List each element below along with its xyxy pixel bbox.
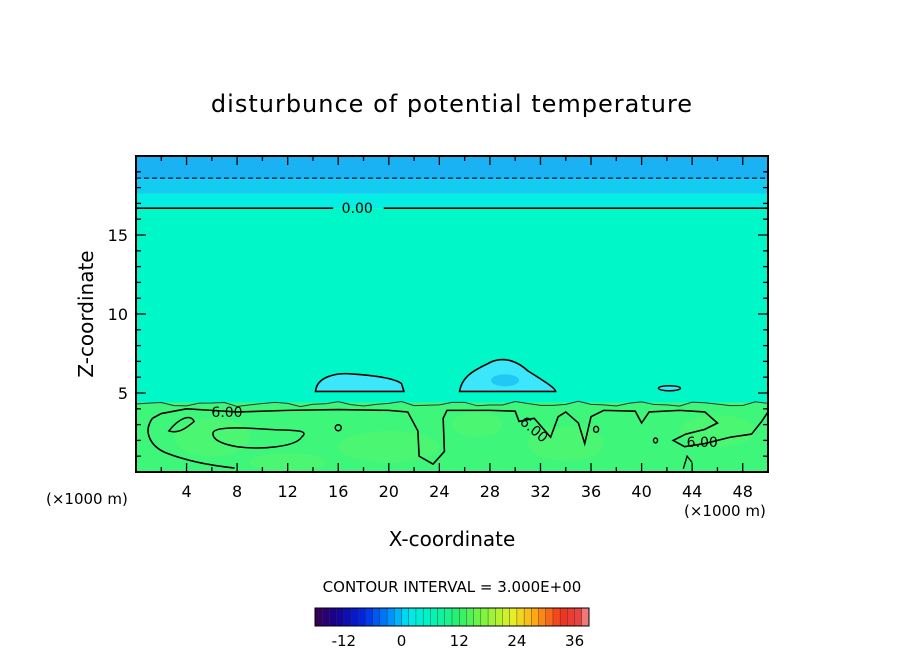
x-tick-label: 20 xyxy=(379,482,399,501)
contour-interval-text: CONTOUR INTERVAL = 3.000E+00 xyxy=(323,578,582,596)
contour-six xyxy=(652,437,659,444)
cold-blob xyxy=(657,385,682,392)
x-unit-left: (×1000 m) xyxy=(46,490,128,508)
field-band xyxy=(136,402,768,472)
colorbar-swatch xyxy=(372,607,381,627)
contour-six xyxy=(167,416,196,433)
contour-six xyxy=(334,424,342,432)
field-band xyxy=(136,179,768,194)
colorbar-swatch xyxy=(495,607,503,627)
chart-title: disturbunce of potential temperature xyxy=(211,90,693,118)
colorbar-swatch xyxy=(408,607,417,627)
colorbar-swatch xyxy=(386,607,395,627)
contour-label: 6.00 xyxy=(687,435,718,451)
y-tick-label: 10 xyxy=(108,305,128,324)
colorbar-tick-label: 24 xyxy=(507,632,526,650)
colorbar xyxy=(314,607,590,627)
field-band xyxy=(136,208,768,403)
x-unit-right: (×1000 m) xyxy=(684,502,766,520)
colorbar-swatch xyxy=(509,607,518,627)
x-tick-label: 16 xyxy=(328,482,348,501)
field-bands xyxy=(136,156,768,472)
field-band xyxy=(136,156,768,180)
colorbar-swatch xyxy=(581,607,590,627)
colorbar-tick-label: 12 xyxy=(450,632,469,650)
colorbar-swatch xyxy=(567,607,576,627)
colorbar-swatch xyxy=(480,607,489,627)
contour-six xyxy=(592,425,600,434)
contour-six xyxy=(212,427,305,449)
colorbar-swatch xyxy=(444,607,453,627)
colorbar-tick-labels: -12 0 12 24 36 xyxy=(332,632,585,650)
colorbar-swatch xyxy=(343,607,352,627)
colorbar-swatch xyxy=(559,607,568,627)
colorbar-tick-label: -12 xyxy=(332,632,357,650)
colorbar-swatch xyxy=(451,607,460,627)
colorbar-swatch xyxy=(422,607,431,627)
warm-layer-edge xyxy=(135,400,769,408)
x-tick-label: 48 xyxy=(733,482,753,501)
field-patch xyxy=(527,426,604,461)
colorbar-swatch xyxy=(365,607,374,627)
field-patch xyxy=(679,415,756,447)
contour-lines xyxy=(135,177,769,470)
colorbar-swatch xyxy=(466,607,475,627)
colorbar-swatch xyxy=(545,607,554,627)
field-band xyxy=(136,193,768,209)
colorbar-swatch xyxy=(459,607,467,627)
x-tick-label: 28 xyxy=(480,482,500,501)
y-axis-ticks: 5 10 15 xyxy=(108,171,768,457)
field-patch xyxy=(452,411,503,438)
colorbar-swatch xyxy=(430,607,439,627)
field-patch xyxy=(249,453,326,472)
x-tick-label: 4 xyxy=(181,482,191,501)
x-tick-label: 32 xyxy=(530,482,550,501)
contour-six xyxy=(682,454,693,470)
x-tick-label: 40 xyxy=(631,482,651,501)
contour-six xyxy=(152,407,769,466)
colorbar-swatch xyxy=(538,607,547,627)
x-axis-label: X-coordinate xyxy=(389,527,516,551)
y-tick-label: 15 xyxy=(108,226,128,245)
colorbar-swatch xyxy=(552,607,561,627)
colorbar-tick-label: 0 xyxy=(397,632,407,650)
colorbar-swatch xyxy=(329,607,338,627)
contour-label: 6.00 xyxy=(211,405,242,421)
x-tick-label: 44 xyxy=(682,482,702,501)
cold-blob xyxy=(314,372,406,393)
colorbar-tick-label: 36 xyxy=(565,632,584,650)
contour-label: 0.00 xyxy=(342,201,373,217)
contour-six xyxy=(147,417,235,469)
colorbar-swatch xyxy=(401,607,410,627)
y-axis-label: Z-coordinate xyxy=(74,250,98,377)
colorbar-swatch xyxy=(502,607,511,627)
colorbar-swatch xyxy=(379,607,388,627)
x-tick-label: 8 xyxy=(232,482,242,501)
x-tick-label: 24 xyxy=(429,482,449,501)
colorbar-swatch xyxy=(314,607,323,627)
cold-anomalies xyxy=(314,358,682,393)
colorbar-swatch xyxy=(358,607,366,627)
colorbar-swatch xyxy=(322,607,330,627)
colorbar-frame xyxy=(314,607,590,627)
colorbar-swatch xyxy=(574,607,583,627)
colorbar-swatch xyxy=(487,607,496,627)
field-patch xyxy=(173,418,250,457)
colorbar-swatch xyxy=(523,607,532,627)
x-tick-label: 36 xyxy=(581,482,601,501)
x-tick-label: 12 xyxy=(278,482,298,501)
y-tick-label: 5 xyxy=(118,384,128,403)
colorbar-swatch xyxy=(336,607,345,627)
colorbar-swatch xyxy=(516,607,525,627)
colorbar-swatch xyxy=(473,607,482,627)
colorbar-swatch xyxy=(415,607,424,627)
field-patch xyxy=(338,430,440,463)
x-axis-ticks: 4 8 12 16 20 24 28 32 36 40 44 48 xyxy=(160,156,769,501)
colorbar-swatch xyxy=(394,607,403,627)
colorbar-swatch xyxy=(350,607,359,627)
cold-core xyxy=(491,374,520,387)
colorbar-swatch xyxy=(531,607,540,627)
colorbar-swatch xyxy=(437,607,446,627)
